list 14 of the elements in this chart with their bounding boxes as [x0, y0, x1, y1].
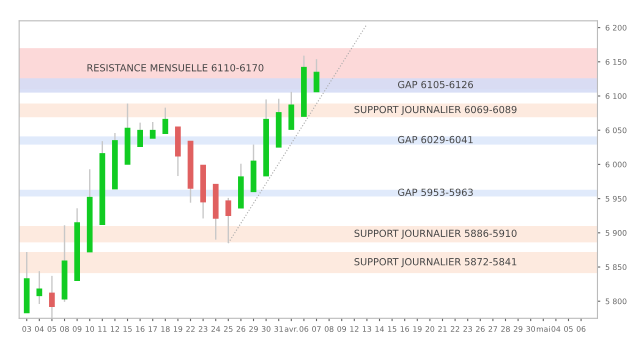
band-label: GAP 6105-6126 [398, 80, 473, 88]
candlestick [162, 106, 168, 134]
candlestick [150, 121, 156, 140]
candlestick [36, 270, 42, 305]
band-label: SUPPORT JOURNALIER 5872-5841 [354, 258, 516, 268]
candlestick [49, 275, 55, 318]
band-label: GAP 6029-6041 [398, 136, 473, 144]
band-label: GAP 5953-5963 [398, 188, 473, 196]
band-label: SUPPORT JOURNALIER 6069-6089 [354, 106, 517, 115]
candlestick [314, 58, 320, 93]
band-label: RESISTANCE MENSUELLE 6110-6170 [87, 64, 264, 72]
candlestick [137, 122, 143, 148]
band-label: SUPPORT JOURNALIER 5886-5910 [354, 230, 517, 239]
candlestick [225, 197, 232, 244]
